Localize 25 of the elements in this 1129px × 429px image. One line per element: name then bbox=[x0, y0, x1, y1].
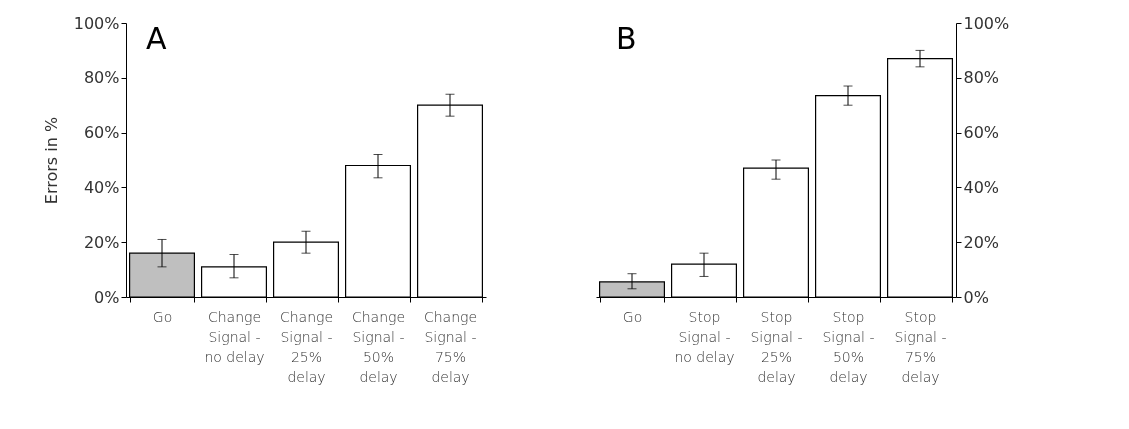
chart-title: B bbox=[616, 21, 637, 56]
x-tick-label: Change Signal - 75% delay bbox=[423, 308, 478, 385]
y2-tick-label: 100% bbox=[963, 13, 1010, 33]
y-tick-label: 100% bbox=[73, 13, 120, 33]
x-tick-label: Stop Signal - 75% delay bbox=[894, 308, 947, 385]
x-tick-label: Change Signal - no delay bbox=[204, 308, 265, 365]
x-tick-label: Change Signal - 25% delay bbox=[279, 308, 334, 385]
y-tick-label: 80% bbox=[83, 68, 120, 88]
y2-tick-label: 60% bbox=[963, 123, 1000, 143]
y2-tick-label: 0% bbox=[963, 287, 989, 307]
x-tick-label: Stop Signal - 50% delay bbox=[822, 308, 875, 385]
y2-tick-label: 40% bbox=[963, 177, 1000, 197]
y2-tick-label: 20% bbox=[963, 232, 1000, 252]
y-tick-label: 60% bbox=[83, 123, 120, 143]
y-tick-label: 0% bbox=[94, 287, 120, 307]
y-axis-title: Errors in % bbox=[41, 116, 61, 205]
y2-tick-label: 80% bbox=[963, 68, 1000, 88]
y-tick-label: 40% bbox=[83, 177, 120, 197]
x-tick-label: Go bbox=[152, 308, 173, 325]
chart-title: A bbox=[146, 21, 167, 56]
x-tick-label: Stop Signal - 25% delay bbox=[750, 308, 803, 385]
y-tick-label: 20% bbox=[83, 232, 120, 252]
x-tick-label: Change Signal - 50% delay bbox=[351, 308, 406, 385]
x-tick-label: Stop Signal - no delay bbox=[674, 308, 735, 365]
x-tick-label: Go bbox=[622, 308, 643, 325]
